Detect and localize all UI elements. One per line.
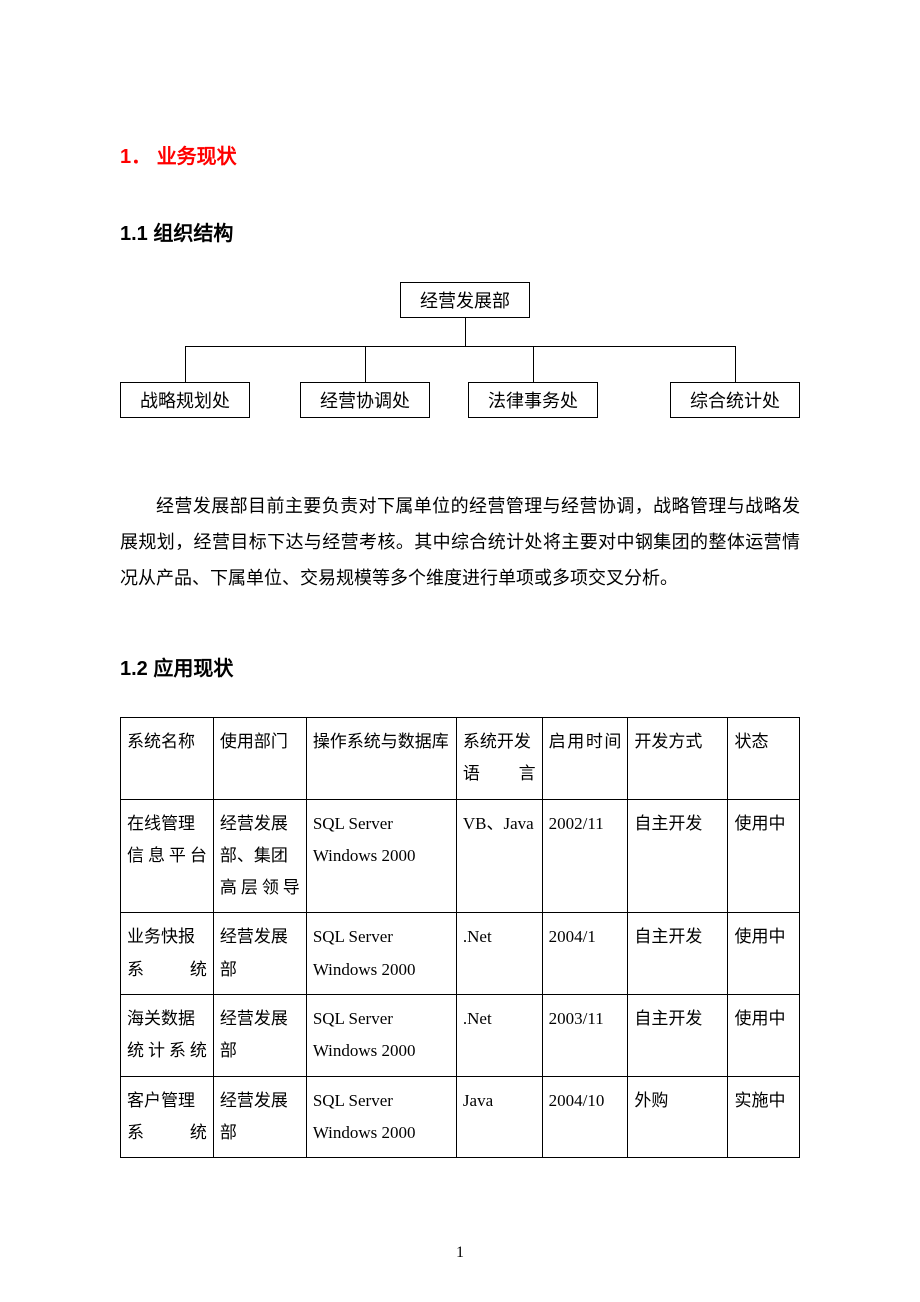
section-1-1-heading: 1.1 组织结构 — [120, 217, 800, 246]
table-cell: 2004/10 — [542, 1076, 628, 1158]
section-1-2-heading: 1.2 应用现状 — [120, 652, 800, 681]
section-1-number: 1． — [120, 146, 151, 168]
table-cell: 业务快报系统 — [121, 913, 214, 995]
table-cell: 2002/11 — [542, 799, 628, 913]
table-column-header: 系统开发语言 — [456, 718, 542, 800]
table-cell: 经营发展部 — [213, 995, 306, 1077]
org-connector-vertical — [185, 346, 186, 382]
org-node-child: 战略规划处 — [120, 382, 250, 418]
table-cell: 在线管理信息平台 — [121, 799, 214, 913]
org-node-child: 经营协调处 — [300, 382, 430, 418]
org-node-child: 综合统计处 — [670, 382, 800, 418]
section-1-heading: 1． 业务现状 — [120, 140, 800, 169]
org-connector-vertical — [735, 346, 736, 382]
table-cell: 经营发展部、集团高层领导 — [213, 799, 306, 913]
org-chart: 经营发展部战略规划处 经营协调处 法律事务处 综合统计处 — [120, 282, 800, 432]
section-1-1-title: 组织结构 — [153, 223, 233, 245]
table-cell: 使用中 — [728, 799, 800, 913]
table-column-header: 启用时间 — [542, 718, 628, 800]
table-row: 在线管理信息平台经营发展部、集团高层领导SQL Server Windows 2… — [121, 799, 800, 913]
table-column-header: 状态 — [728, 718, 800, 800]
table-row: 客户管理系统经营发展部SQL Server Windows 2000Java20… — [121, 1076, 800, 1158]
table-cell: 自主开发 — [628, 995, 728, 1077]
table-cell: 自主开发 — [628, 799, 728, 913]
table-row: 海关数据统计系统经营发展部SQL Server Windows 2000.Net… — [121, 995, 800, 1077]
document-page: 1． 业务现状 1.1 组织结构 经营发展部战略规划处经营协调处法律事务处综合统… — [0, 0, 920, 1302]
section-1-2-number: 1.2 — [120, 658, 148, 680]
page-number: 1 — [0, 1244, 920, 1262]
application-status-table: 系统名称使用部门操作系统与数据库系统开发语言启用时间开发方式状态在线管理信息平台… — [120, 717, 800, 1158]
table-cell: SQL Server Windows 2000 — [306, 1076, 456, 1158]
org-connector-vertical — [465, 318, 466, 346]
table-column-header: 系统名称 — [121, 718, 214, 800]
table-cell: 经营发展部 — [213, 913, 306, 995]
table-column-header: 开发方式 — [628, 718, 728, 800]
table-cell: 海关数据统计系统 — [121, 995, 214, 1077]
section-1-title: 业务现状 — [157, 146, 237, 168]
table-cell: 自主开发 — [628, 913, 728, 995]
table-cell: SQL Server Windows 2000 — [306, 913, 456, 995]
org-connector-vertical — [533, 346, 534, 382]
table-cell: .Net — [456, 995, 542, 1077]
table-cell: 实施中 — [728, 1076, 800, 1158]
table-cell: VB、Java — [456, 799, 542, 913]
table-cell: SQL Server Windows 2000 — [306, 799, 456, 913]
section-1-2-title: 应用现状 — [153, 658, 233, 680]
table-cell: 外购 — [628, 1076, 728, 1158]
table-cell: 2004/1 — [542, 913, 628, 995]
table-cell: .Net — [456, 913, 542, 995]
org-connector-horizontal — [185, 346, 735, 347]
table-cell: 使用中 — [728, 913, 800, 995]
body-paragraph: 经营发展部目前主要负责对下属单位的经营管理与经营协调，战略管理与战略发展规划，经… — [120, 488, 800, 596]
table-cell: SQL Server Windows 2000 — [306, 995, 456, 1077]
section-1-1-number: 1.1 — [120, 223, 148, 245]
table-cell: 客户管理系统 — [121, 1076, 214, 1158]
table-column-header: 操作系统与数据库 — [306, 718, 456, 800]
table-cell: Java — [456, 1076, 542, 1158]
table-column-header: 使用部门 — [213, 718, 306, 800]
org-node-child: 法律事务处 — [468, 382, 598, 418]
org-node-root: 经营发展部 — [400, 282, 530, 318]
table-cell: 2003/11 — [542, 995, 628, 1077]
table-cell: 使用中 — [728, 995, 800, 1077]
org-connector-vertical — [365, 346, 366, 382]
table-cell: 经营发展部 — [213, 1076, 306, 1158]
table-row: 业务快报系统经营发展部SQL Server Windows 2000.Net20… — [121, 913, 800, 995]
table-header-row: 系统名称使用部门操作系统与数据库系统开发语言启用时间开发方式状态 — [121, 718, 800, 800]
